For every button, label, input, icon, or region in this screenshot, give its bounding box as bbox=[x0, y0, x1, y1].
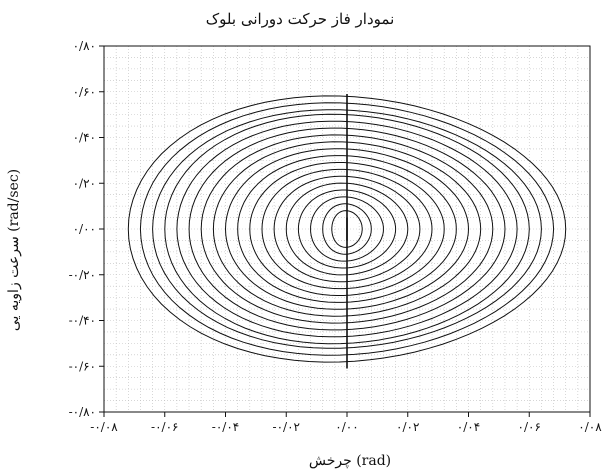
orbit-curve bbox=[164, 113, 530, 345]
x-axis-label: چرخش (rad) bbox=[309, 453, 391, 469]
y-tick-label: -۰/۴۰ bbox=[69, 314, 96, 328]
series-group bbox=[127, 94, 567, 369]
x-tick-label: ۰/۰۶ bbox=[518, 420, 541, 434]
ticks: -۰/۰۸ -۰/۰۶ -۰/۰۴ -۰/۰۲ ۰/۰۰ ۰/۰۲ ۰/۰۴ ۰/۰۶ ۰/۰۸… bbox=[69, 39, 603, 434]
y-tick-label: ۰/۶۰ bbox=[73, 85, 96, 99]
y-tick-label: ۰/۸۰ bbox=[73, 39, 96, 53]
orbit-curve bbox=[249, 162, 445, 296]
orbit-curve bbox=[237, 155, 457, 303]
x-tick-label: -۰/۰۶ bbox=[151, 420, 178, 434]
orbit-curve bbox=[200, 134, 494, 324]
y-tick-label: ۰/۴۰ bbox=[73, 131, 96, 145]
y-tick-label: ۰/۰۰ bbox=[73, 222, 96, 236]
x-tick-label: -۰/۰۸ bbox=[90, 420, 118, 434]
orbit-curve bbox=[297, 189, 397, 269]
y-tick-label: -۰/۸۰ bbox=[69, 405, 96, 419]
orbit-curve bbox=[310, 196, 384, 262]
orbit-curve bbox=[224, 148, 469, 310]
x-tick-label: ۰/۰۲ bbox=[396, 420, 419, 434]
orbit-curve bbox=[322, 203, 372, 255]
y-tick-label: ۰/۲۰ bbox=[73, 176, 96, 190]
x-tick-label: ۰/۰۴ bbox=[457, 420, 480, 434]
y-tick-label: -۰/۲۰ bbox=[69, 268, 96, 282]
chart-title: نمودار فاز حرکت دورانی بلوک bbox=[206, 10, 395, 28]
orbit-curve bbox=[261, 168, 433, 290]
x-tick-label: -۰/۰۲ bbox=[273, 420, 300, 434]
orbit-curve bbox=[331, 210, 363, 248]
orbit-curve bbox=[285, 182, 409, 276]
y-tick-label: -۰/۶۰ bbox=[69, 359, 96, 373]
orbit-curve bbox=[127, 95, 567, 363]
x-tick-label: ۰/۰۸ bbox=[578, 420, 602, 434]
orbit-curve bbox=[188, 127, 506, 331]
orbit-curve bbox=[176, 120, 518, 338]
x-tick-label: -۰/۰۴ bbox=[212, 420, 239, 434]
orbit-curve bbox=[273, 175, 421, 283]
orbit-curve bbox=[139, 102, 555, 356]
y-axis-label: سرعت زاویه یی (rad/sec) bbox=[6, 169, 22, 331]
orbit-curve bbox=[212, 141, 482, 317]
orbit-curve bbox=[152, 109, 542, 349]
x-tick-label: ۰/۰۰ bbox=[335, 420, 358, 434]
